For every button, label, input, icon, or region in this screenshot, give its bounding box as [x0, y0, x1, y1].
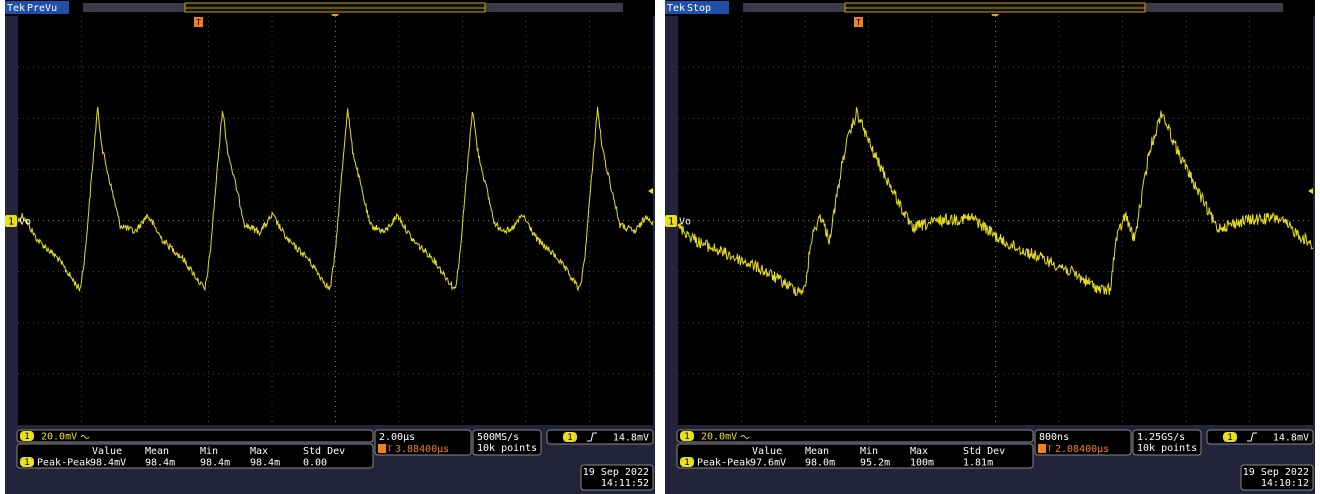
- trigger-slope: [587, 432, 597, 442]
- brand: Tek: [7, 3, 25, 14]
- trigger-marker-bg: [854, 17, 863, 27]
- measurement-name: Peak-Peak: [37, 458, 91, 469]
- trigger-slope: [1247, 432, 1257, 442]
- channel-badge-bg: [20, 431, 34, 441]
- measurement-value: 98.4m: [200, 458, 230, 469]
- time: 14:10:12: [1261, 478, 1309, 489]
- channel-marker-bg: [5, 215, 17, 227]
- measurement-value: 1.81m: [963, 458, 993, 469]
- acq-status: Stop: [687, 3, 711, 14]
- record-length: 10k points: [1137, 443, 1197, 454]
- sample-rate: 1.25GS/s: [1137, 432, 1185, 443]
- measurement-value: 98.4m: [145, 458, 175, 469]
- sample-rate: 500MS/s: [477, 432, 519, 443]
- channel-badge: 1: [24, 458, 29, 468]
- channel-badge: 1: [24, 432, 29, 442]
- trigger-pos-icon: [1038, 444, 1046, 453]
- channel-badge-bg: [1223, 432, 1237, 442]
- coupling-icon: [740, 435, 750, 439]
- measurement-value: 0.00: [303, 458, 327, 469]
- trigger-position: 2.08400µs: [1055, 444, 1109, 455]
- waveform: [17, 106, 654, 292]
- vertical-scale: 20.0mV: [701, 432, 737, 443]
- datetime-box: [580, 464, 654, 491]
- channel-label: Vo: [19, 217, 31, 228]
- channel-badge-bg: [680, 457, 694, 467]
- channel-marker: 1: [668, 217, 674, 228]
- measurement-header: Mean: [145, 446, 169, 457]
- channel-badge: 1: [684, 432, 689, 442]
- channel-badge: 1: [567, 433, 572, 443]
- measurement-header: Max: [250, 446, 268, 457]
- measurement-header: Mean: [805, 446, 829, 457]
- trigger-arrow: T: [387, 445, 392, 454]
- scope-screen: Tek Stop T 1 Vo 1 20.0mV Value Mean Min Max Std Dev…: [665, 0, 1315, 494]
- record-length: 10k points: [477, 443, 537, 454]
- scale-box: [16, 429, 374, 443]
- scale-box: [676, 429, 1034, 443]
- date: 19 Sep 2022: [1243, 467, 1309, 478]
- timebase: 800ns: [1039, 432, 1069, 443]
- measurement-header: Min: [200, 446, 218, 457]
- measurement-value: 95.2m: [860, 458, 890, 469]
- acq-status: PreVu: [27, 3, 57, 14]
- channel-marker-bg: [665, 215, 677, 227]
- status-bg: [665, 1, 729, 14]
- trigger-level: 14.8mV: [613, 433, 649, 444]
- brand: Tek: [667, 3, 685, 14]
- measurement-header: Value: [92, 446, 122, 457]
- measurement-box: [676, 443, 1034, 469]
- status-bg: [5, 1, 69, 14]
- measurement-value: 100m: [910, 458, 934, 469]
- trigger-level-arrow: [1308, 188, 1313, 194]
- measurement-header: Std Dev: [303, 446, 345, 457]
- time: 14:11:52: [601, 478, 649, 489]
- date: 19 Sep 2022: [583, 467, 649, 478]
- datetime-box: [1240, 464, 1314, 491]
- trigger-arrow: T: [1047, 445, 1052, 454]
- measurement-value: 98.4m: [250, 458, 280, 469]
- measurement-header: Min: [860, 446, 878, 457]
- measurement-value: 97.6mV: [750, 458, 786, 469]
- scope-screen: Tek PreVu T 1 Vo 1 20.0mV Value Mean Min Max Std De…: [5, 0, 655, 494]
- acquisition-box: [472, 429, 542, 456]
- measurement-value: 98.0m: [805, 458, 835, 469]
- channel-badge-bg: [680, 431, 694, 441]
- measurement-header: Std Dev: [963, 446, 1005, 457]
- coupling-icon: [80, 435, 90, 439]
- vertical-scale: 20.0mV: [41, 432, 77, 443]
- trigger-marker: T: [856, 18, 861, 27]
- trigger-level-arrow: [648, 188, 653, 194]
- measurement-box: [16, 443, 374, 469]
- channel-badge-bg: [563, 432, 577, 442]
- channel-badge: 1: [684, 458, 689, 468]
- channel-badge-bg: [20, 457, 34, 467]
- trigger-pos-icon: [378, 444, 386, 453]
- measurement-header: Max: [910, 446, 928, 457]
- timebase-box: [374, 429, 472, 456]
- measurement-value: 98.4mV: [90, 458, 126, 469]
- waveform: [677, 107, 1314, 297]
- trigger-position: 3.88400µs: [395, 444, 449, 455]
- channel-badge: 1: [1227, 433, 1232, 443]
- channel-marker: 1: [8, 217, 14, 228]
- measurement-header: Value: [752, 446, 782, 457]
- measurement-name: Peak-Peak: [697, 458, 751, 469]
- channel-label: Vo: [679, 217, 691, 228]
- acquisition-box: [1132, 429, 1202, 456]
- trigger-level: 14.8mV: [1273, 433, 1309, 444]
- trigger-marker: T: [196, 18, 201, 27]
- timebase-box: [1034, 429, 1132, 456]
- trigger-marker-bg: [194, 17, 203, 27]
- timebase: 2.00µs: [379, 432, 415, 443]
